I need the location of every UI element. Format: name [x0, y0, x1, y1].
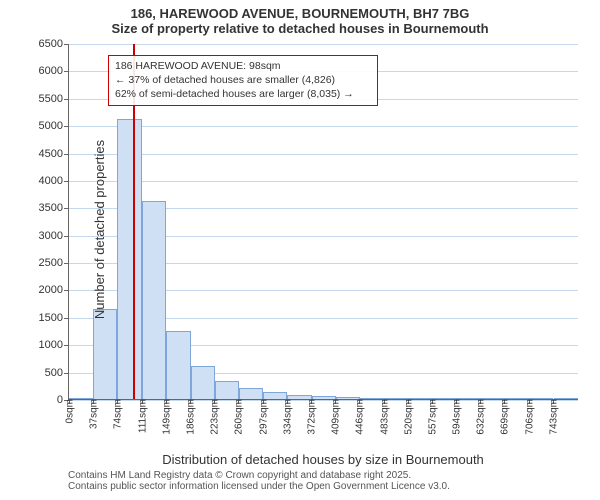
chart-title-line1: 186, HAREWOOD AVENUE, BOURNEMOUTH, BH7 7…	[0, 0, 600, 21]
xtick-label: 409sqm	[329, 399, 342, 435]
grid-line-h	[69, 44, 578, 45]
footnote-line-1: Contains HM Land Registry data © Crown c…	[68, 470, 450, 481]
histogram-bar	[166, 331, 190, 399]
ytick-label: 1500	[39, 312, 69, 324]
x-axis-label: Distribution of detached houses by size …	[68, 452, 578, 467]
xtick-label: 74sqm	[111, 399, 124, 429]
xtick-label: 483sqm	[377, 399, 390, 435]
xtick-label: 111sqm	[135, 399, 148, 433]
ytick-label: 3500	[39, 202, 69, 214]
ytick-label: 500	[45, 367, 69, 379]
xtick-label: 446sqm	[353, 399, 366, 435]
xtick-label: 0sqm	[63, 399, 76, 423]
grid-line-h	[69, 126, 578, 127]
xtick-label: 520sqm	[401, 399, 414, 435]
ytick-label: 4000	[39, 175, 69, 187]
histogram-bar	[191, 366, 215, 399]
ytick-label: 6500	[39, 38, 69, 50]
grid-line-h	[69, 181, 578, 182]
ytick-label: 1000	[39, 339, 69, 351]
ytick-label: 4500	[39, 148, 69, 160]
xtick-label: 37sqm	[87, 399, 100, 429]
histogram-bar	[142, 201, 166, 399]
ytick-label: 5000	[39, 120, 69, 132]
xtick-label: 706sqm	[522, 399, 535, 435]
ytick-label: 6000	[39, 65, 69, 77]
xtick-label: 149sqm	[159, 399, 172, 435]
xtick-label: 223sqm	[208, 399, 221, 435]
xtick-label: 297sqm	[256, 399, 269, 435]
chart-container: 186, HAREWOOD AVENUE, BOURNEMOUTH, BH7 7…	[0, 0, 600, 500]
histogram-bar	[93, 309, 117, 399]
ytick-label: 5500	[39, 93, 69, 105]
grid-line-h	[69, 154, 578, 155]
footnote: Contains HM Land Registry data © Crown c…	[68, 470, 450, 492]
xtick-label: 594sqm	[450, 399, 463, 435]
ytick-label: 2000	[39, 284, 69, 296]
callout-box: 186 HAREWOOD AVENUE: 98sqm ← 37% of deta…	[108, 55, 378, 106]
callout-line-1: 186 HAREWOOD AVENUE: 98sqm	[115, 59, 371, 73]
chart-title-line2: Size of property relative to detached ho…	[0, 21, 600, 40]
histogram-bar	[239, 388, 263, 399]
xtick-label: 260sqm	[232, 399, 245, 435]
xtick-label: 632sqm	[474, 399, 487, 435]
callout-line-2: ← 37% of detached houses are smaller (4,…	[115, 73, 371, 87]
xtick-label: 186sqm	[183, 399, 196, 435]
xtick-label: 557sqm	[425, 399, 438, 435]
histogram-bar	[215, 381, 239, 399]
y-axis-label: Number of detached properties	[92, 140, 107, 319]
xtick-label: 372sqm	[304, 399, 317, 435]
xtick-label: 669sqm	[498, 399, 511, 435]
xtick-label: 334sqm	[280, 399, 293, 435]
footnote-line-2: Contains public sector information licen…	[68, 481, 450, 492]
callout-line-3: 62% of semi-detached houses are larger (…	[115, 87, 371, 101]
ytick-label: 2500	[39, 257, 69, 269]
histogram-bar	[117, 119, 141, 399]
histogram-bar	[263, 392, 287, 399]
xtick-label: 743sqm	[546, 399, 559, 435]
ytick-label: 3000	[39, 230, 69, 242]
